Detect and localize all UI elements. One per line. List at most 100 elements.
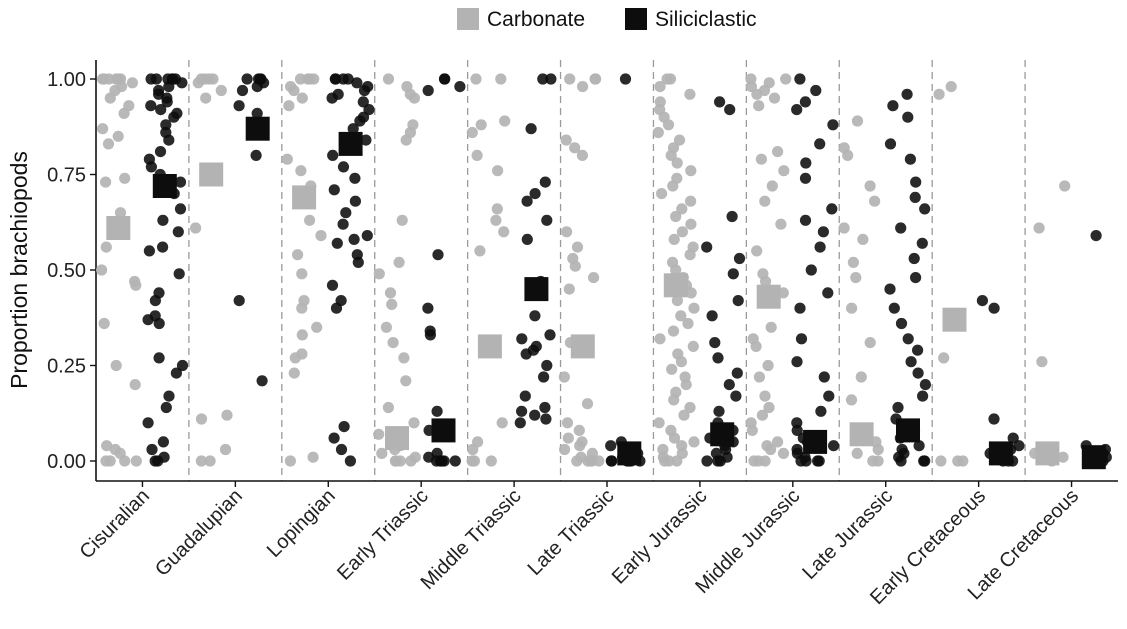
siliciclastic-point [168,111,180,123]
siliciclastic-point [348,233,360,245]
carbonate-point [576,149,589,161]
carbonate-point [768,92,781,104]
siliciclastic-point [349,195,361,207]
carbonate-point [119,455,131,467]
carbonate-point [390,455,402,467]
siliciclastic-point [733,252,746,265]
carbonate-point [283,100,295,112]
siliciclastic-point [157,241,169,253]
siliciclastic-point [326,279,339,291]
carbonate-point [656,188,668,200]
carbonate-point [100,176,112,188]
siliciclastic-point [714,96,726,108]
siliciclastic-point [438,455,450,467]
siliciclastic-mean-marker [431,418,456,443]
siliciclastic-point [822,287,834,299]
carbonate-point [490,214,502,226]
carbonate-point [668,432,681,444]
siliciclastic-point [521,233,533,245]
carbonate-point [382,401,394,414]
carbonate-point [666,363,678,375]
carbonate-point [857,233,869,245]
siliciclastic-point [146,443,158,456]
carbonate-point [296,329,308,341]
siliciclastic-point [172,226,184,238]
carbonate-point [574,440,586,452]
siliciclastic-point [888,302,900,314]
carbonate-point [288,367,300,379]
siliciclastic-point [329,73,341,85]
siliciclastic-point [799,172,812,184]
carbonate-point [952,455,964,467]
carbonate-point [670,210,682,223]
siliciclastic-point [895,222,907,234]
siliciclastic-point [176,359,189,372]
carbonate-point [667,325,680,337]
siliciclastic-point [174,203,187,215]
siliciclastic-point [791,356,803,368]
carbonate-point [775,218,787,230]
siliciclastic-mean-marker [1081,445,1106,470]
carbonate-point [281,153,293,165]
siliciclastic-point [173,268,185,280]
siliciclastic-point [709,337,721,349]
x-tick-label-cisuralian: Cisuralian [76,485,154,563]
carbonate-point [373,428,385,440]
carbonate-mean-marker [849,422,874,447]
carbonate-point [668,394,680,406]
carbonate-point [571,241,584,253]
carbonate-point [470,73,482,85]
carbonate-point [671,455,683,467]
siliciclastic-point [338,421,350,433]
x-tick-label-late-jurassic: Late Jurassic [798,485,897,584]
carbonate-point [97,123,109,135]
carbonate-point [935,455,947,467]
carbonate-point [192,77,204,89]
siliciclastic-point [424,329,436,341]
carbonate-point [671,295,684,307]
carbonate-point [408,92,420,104]
siliciclastic-point [145,73,157,85]
carbonate-point [380,321,392,333]
siliciclastic-point [901,88,913,100]
siliciclastic-point [1007,432,1019,444]
siliciclastic-point [810,84,822,97]
carbonate-point [112,130,124,142]
carbonate-point [590,73,602,85]
carbonate-point [685,218,697,230]
carbonate-point [851,447,863,459]
siliciclastic-point [163,390,175,402]
carbonate-point [384,287,397,299]
carbonate-point [284,455,296,467]
carbonate-point [685,287,697,299]
siliciclastic-point [712,455,724,467]
carbonate-point [499,115,511,127]
siliciclastic-point [895,455,907,467]
carbonate-point [288,84,300,97]
siliciclastic-point [805,264,817,276]
x-tick-label-lopingian: Lopingian [263,485,340,562]
legend-key-siliciclastic [625,8,647,30]
carbonate-point [400,134,412,146]
carbonate-point [864,337,876,349]
siliciclastic-point [160,401,172,414]
carbonate-point [682,317,694,330]
carbonate-point [582,455,594,467]
carbonate-point [671,157,683,169]
carbonate-point [492,165,504,177]
carbonate-point [100,455,112,467]
siliciclastic-point [902,111,914,123]
carbonate-point [675,310,687,322]
siliciclastic-mean-marker [152,174,177,198]
carbonate-point [491,203,503,215]
siliciclastic-point [349,172,361,184]
siliciclastic-point [438,73,451,85]
siliciclastic-point [909,191,921,203]
siliciclastic-point [730,390,742,402]
carbonate-point [680,379,692,391]
y-axis-title: Proportion brachiopods [6,151,32,389]
carbonate-point [652,126,664,139]
siliciclastic-point [351,77,363,89]
carbonate-point [296,92,308,104]
carbonate-point [676,226,689,238]
